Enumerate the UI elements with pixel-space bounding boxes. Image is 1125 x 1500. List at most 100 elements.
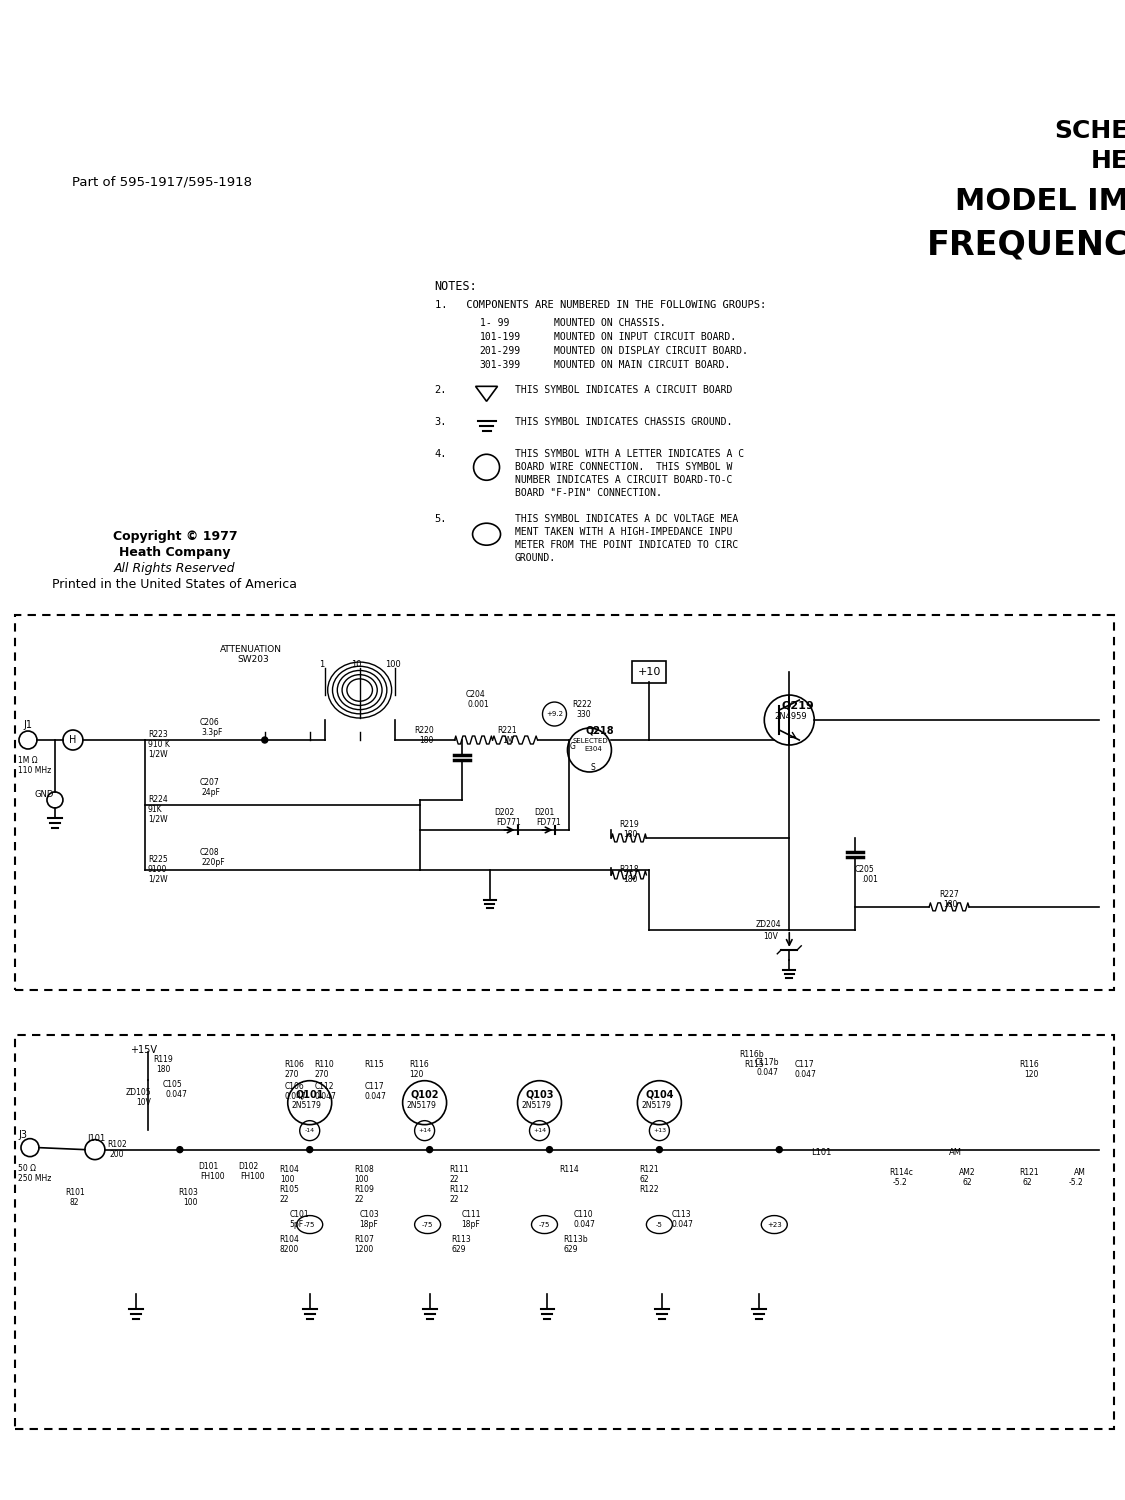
Text: -5.2: -5.2: [892, 1178, 907, 1186]
Text: FD771: FD771: [496, 818, 521, 827]
Text: 22: 22: [450, 1194, 459, 1203]
Text: -5: -5: [656, 1221, 663, 1227]
Text: 2N5179: 2N5179: [291, 1101, 322, 1110]
Text: 1M: 1M: [503, 736, 514, 746]
Text: R106: R106: [285, 1059, 305, 1068]
Text: R218: R218: [620, 865, 639, 874]
Text: 1/2W: 1/2W: [147, 815, 168, 824]
Text: R223: R223: [147, 730, 168, 740]
Text: C208: C208: [200, 847, 219, 856]
Text: 18pF: 18pF: [360, 1220, 378, 1228]
Text: 9100: 9100: [147, 865, 168, 874]
Text: 1200: 1200: [354, 1245, 374, 1254]
Text: S: S: [591, 764, 595, 772]
Text: 201-299: 201-299: [479, 346, 521, 357]
Text: 22: 22: [450, 1174, 459, 1184]
Text: D201: D201: [534, 808, 555, 818]
Text: 100: 100: [354, 1174, 369, 1184]
Text: R113: R113: [451, 1234, 471, 1244]
Text: L101: L101: [811, 1148, 831, 1156]
Text: +15V: +15V: [129, 1044, 156, 1054]
Text: 250 MHz: 250 MHz: [18, 1173, 52, 1182]
Text: BOARD WIRE CONNECTION.  THIS SYMBOL W: BOARD WIRE CONNECTION. THIS SYMBOL W: [514, 462, 732, 472]
Text: R221: R221: [497, 726, 518, 735]
Text: 0.047: 0.047: [794, 1070, 816, 1078]
Text: R121: R121: [639, 1164, 659, 1173]
Text: R104: R104: [280, 1164, 299, 1173]
Text: 10V: 10V: [763, 932, 778, 940]
Text: D102: D102: [237, 1161, 258, 1170]
Text: C101: C101: [290, 1209, 309, 1218]
Text: 5.: 5.: [434, 514, 447, 523]
Text: 62: 62: [639, 1174, 649, 1184]
Text: C117b: C117b: [754, 1058, 778, 1066]
Text: 5pF: 5pF: [290, 1220, 304, 1228]
Text: 910 K: 910 K: [147, 740, 170, 748]
Text: 2N4959: 2N4959: [774, 712, 807, 722]
Text: -14: -14: [305, 1128, 315, 1132]
Text: C204: C204: [466, 690, 485, 699]
Text: C105: C105: [163, 1080, 182, 1089]
Text: THIS SYMBOL INDICATES CHASSIS GROUND.: THIS SYMBOL INDICATES CHASSIS GROUND.: [514, 417, 732, 428]
Text: +14: +14: [418, 1128, 431, 1132]
Text: THIS SYMBOL INDICATES A CIRCUIT BOARD: THIS SYMBOL INDICATES A CIRCUIT BOARD: [514, 386, 732, 396]
Text: +13: +13: [652, 1128, 666, 1132]
Text: 270: 270: [315, 1070, 330, 1078]
Text: 180: 180: [623, 830, 638, 839]
Text: Q219: Q219: [781, 700, 814, 709]
Text: AM: AM: [950, 1148, 962, 1156]
Text: METER FROM THE POINT INDICATED TO CIRC: METER FROM THE POINT INDICATED TO CIRC: [514, 540, 738, 550]
Text: C117: C117: [794, 1059, 813, 1068]
Text: R122: R122: [639, 1185, 659, 1194]
Text: ZD204: ZD204: [755, 920, 781, 928]
Text: 330: 330: [576, 710, 591, 718]
Text: R220: R220: [415, 726, 434, 735]
Text: -5.2: -5.2: [1069, 1178, 1083, 1186]
Text: R113b: R113b: [564, 1234, 588, 1244]
Text: 1/2W: 1/2W: [147, 874, 168, 884]
Text: Q218: Q218: [585, 724, 614, 735]
Text: FH100: FH100: [200, 1172, 225, 1180]
Text: 100: 100: [385, 660, 400, 669]
Text: 1/2W: 1/2W: [147, 750, 168, 759]
Text: 10V: 10V: [136, 1098, 151, 1107]
Text: R116b: R116b: [739, 1050, 764, 1059]
Text: Part of 595-1917/595-1918: Part of 595-1917/595-1918: [72, 176, 252, 189]
Text: R219: R219: [620, 821, 639, 830]
Text: R119: R119: [153, 1054, 172, 1064]
Circle shape: [776, 1146, 782, 1152]
Bar: [15, 615, 1114, 990]
Text: 18pF: 18pF: [461, 1220, 480, 1228]
Text: AM2: AM2: [960, 1167, 975, 1176]
Text: 3.3pF: 3.3pF: [201, 728, 223, 736]
Text: R114c: R114c: [889, 1167, 914, 1176]
Text: 101-199: 101-199: [479, 333, 521, 342]
Text: 629: 629: [451, 1245, 466, 1254]
Text: C103: C103: [360, 1209, 379, 1218]
Text: SW203: SW203: [237, 656, 270, 664]
Text: 180: 180: [943, 900, 957, 909]
Text: C113: C113: [672, 1209, 691, 1218]
Text: 2.: 2.: [434, 386, 447, 396]
Text: -75: -75: [304, 1221, 315, 1227]
Text: R109: R109: [354, 1185, 375, 1194]
Text: H: H: [70, 735, 76, 746]
Text: C117: C117: [364, 1082, 385, 1090]
Text: 1.   COMPONENTS ARE NUMBERED IN THE FOLLOWING GROUPS:: 1. COMPONENTS ARE NUMBERED IN THE FOLLOW…: [434, 300, 766, 310]
Text: MOUNTED ON DISPLAY CIRCUIT BOARD.: MOUNTED ON DISPLAY CIRCUIT BOARD.: [555, 346, 748, 357]
Text: R115: R115: [745, 1059, 764, 1068]
Text: 24pF: 24pF: [201, 788, 221, 796]
Text: .001: .001: [862, 874, 879, 884]
Text: R108: R108: [354, 1164, 375, 1173]
Text: BOARD "F-PIN" CONNECTION.: BOARD "F-PIN" CONNECTION.: [514, 488, 662, 498]
Text: 4.: 4.: [434, 450, 447, 459]
Text: NOTES:: NOTES:: [434, 280, 477, 294]
Text: D: D: [591, 728, 596, 736]
Bar: [15, 1035, 1114, 1430]
Text: R112: R112: [450, 1185, 469, 1194]
Text: ZD105: ZD105: [126, 1088, 152, 1096]
Circle shape: [547, 1146, 552, 1152]
Text: C111: C111: [461, 1209, 482, 1218]
Text: C205: C205: [854, 865, 874, 874]
Text: 22: 22: [280, 1194, 289, 1203]
